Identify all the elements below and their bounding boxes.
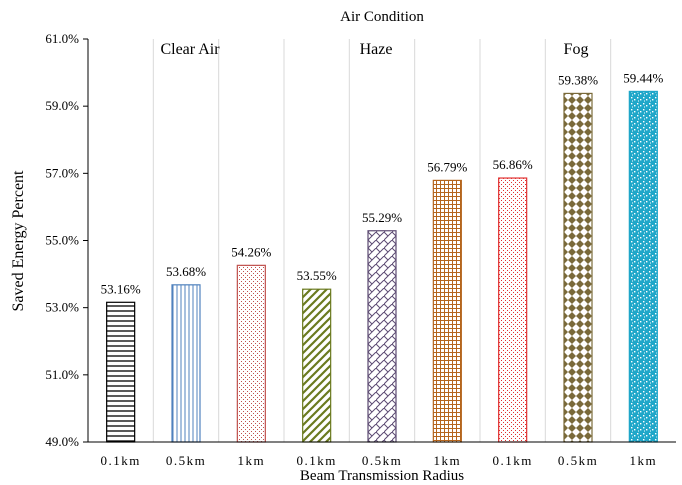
vertical-gridlines xyxy=(152,39,612,442)
group-label: Fog xyxy=(564,41,589,58)
bar xyxy=(236,264,266,443)
data-label: 53.55% xyxy=(297,268,337,283)
x-tick-label: 0.5km xyxy=(558,453,598,468)
y-tick-label: 53.0% xyxy=(45,300,79,315)
data-label: 54.26% xyxy=(231,244,271,259)
data-label: 53.68% xyxy=(166,264,206,279)
x-tick-label: 1km xyxy=(434,453,462,468)
bar xyxy=(171,284,201,443)
group-label: Clear Air xyxy=(160,41,220,58)
data-label: 53.16% xyxy=(101,281,141,296)
y-axis: 49.0% 51.0% 53.0% 55.0% 57.0% 59.0% 61.0% xyxy=(45,31,89,449)
data-label: 59.38% xyxy=(558,72,598,87)
y-axis-title: Saved Energy Percent xyxy=(10,170,27,312)
group-labels: Clear Air Haze Fog xyxy=(160,41,588,58)
data-labels: 53.16% 53.68% 54.26% 53.55% 55.29% 56.79% 56.8… xyxy=(101,70,664,296)
bar xyxy=(628,90,658,443)
data-label: 55.29% xyxy=(362,210,402,225)
x-axis: 0.1km 0.5km 1km 0.1km 0.5km 1km 0.1km 0.5km 1km xyxy=(88,441,676,468)
data-label: 59.44% xyxy=(623,70,663,85)
y-tick-label: 55.0% xyxy=(45,233,79,248)
bars xyxy=(106,90,658,443)
y-tick-label: 61.0% xyxy=(45,31,79,46)
bar xyxy=(498,177,528,443)
x-tick-label: 1km xyxy=(238,453,266,468)
bar xyxy=(106,301,136,443)
y-tick-label: 57.0% xyxy=(45,165,79,180)
bar xyxy=(563,92,593,443)
bar xyxy=(367,230,397,443)
y-tick-label: 59.0% xyxy=(45,98,79,113)
x-tick-label: 0.5km xyxy=(362,453,402,468)
data-label: 56.79% xyxy=(427,159,467,174)
x-tick-label: 0.1km xyxy=(100,453,140,468)
bar xyxy=(432,179,462,443)
y-tick-label: 51.0% xyxy=(45,367,79,382)
y-tick-label: 49.0% xyxy=(45,434,79,449)
x-axis-title: Beam Transmission Radius xyxy=(300,468,464,484)
bar xyxy=(302,288,332,443)
group-label: Haze xyxy=(360,41,393,58)
data-label: 56.86% xyxy=(493,157,533,172)
x-tick-label: 0.5km xyxy=(166,453,206,468)
x-tick-label: 1km xyxy=(630,453,658,468)
x-tick-label: 0.1km xyxy=(296,453,336,468)
x-tick-label: 0.1km xyxy=(492,453,532,468)
chart-title: Air Condition xyxy=(340,9,424,25)
